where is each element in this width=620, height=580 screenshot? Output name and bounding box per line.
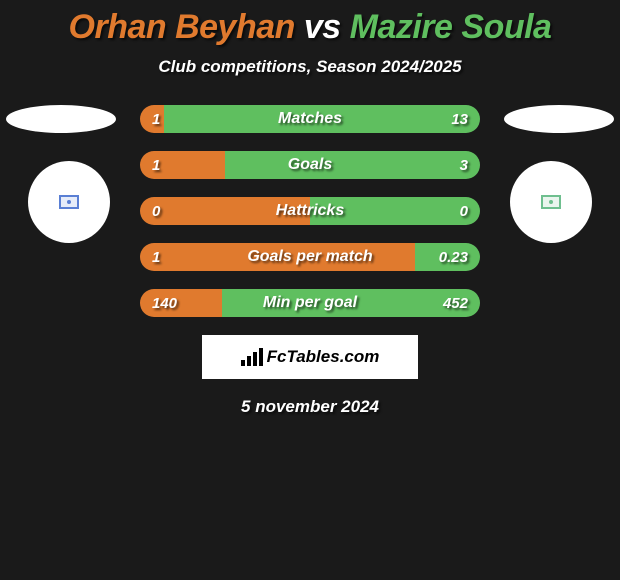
player-left-oval bbox=[6, 105, 116, 133]
player-left-placeholder-icon bbox=[59, 195, 79, 209]
logo-box: FcTables.com bbox=[202, 335, 418, 379]
stat-row: 113Matches bbox=[140, 105, 480, 133]
logo: FcTables.com bbox=[241, 347, 380, 367]
stat-row: 00Hattricks bbox=[140, 197, 480, 225]
title-vs: vs bbox=[295, 8, 350, 46]
stat-label: Matches bbox=[140, 105, 480, 133]
stat-bars: 113Matches 13Goals 00Hattricks 10.23Goals p… bbox=[140, 105, 480, 317]
season-subtitle: Club competitions, Season 2024/2025 bbox=[0, 57, 620, 77]
stat-row: 140452Min per goal bbox=[140, 289, 480, 317]
player-right-avatar bbox=[510, 161, 592, 243]
player-left-avatar bbox=[28, 161, 110, 243]
logo-bars-icon bbox=[241, 348, 263, 366]
logo-text: FcTables.com bbox=[267, 347, 380, 367]
player-right-placeholder-icon bbox=[541, 195, 561, 209]
stat-label: Goals bbox=[140, 151, 480, 179]
player-right-name: Mazire Soula bbox=[350, 8, 552, 46]
stat-label: Goals per match bbox=[140, 243, 480, 271]
player-left-name: Orhan Beyhan bbox=[69, 8, 295, 46]
player-right-oval bbox=[504, 105, 614, 133]
comparison-title: Orhan Beyhan vs Mazire Soula bbox=[0, 0, 620, 47]
date-line: 5 november 2024 bbox=[0, 397, 620, 417]
stat-row: 10.23Goals per match bbox=[140, 243, 480, 271]
stat-label: Hattricks bbox=[140, 197, 480, 225]
stat-label: Min per goal bbox=[140, 289, 480, 317]
stat-row: 13Goals bbox=[140, 151, 480, 179]
comparison-main: 113Matches 13Goals 00Hattricks 10.23Goals p… bbox=[0, 105, 620, 317]
